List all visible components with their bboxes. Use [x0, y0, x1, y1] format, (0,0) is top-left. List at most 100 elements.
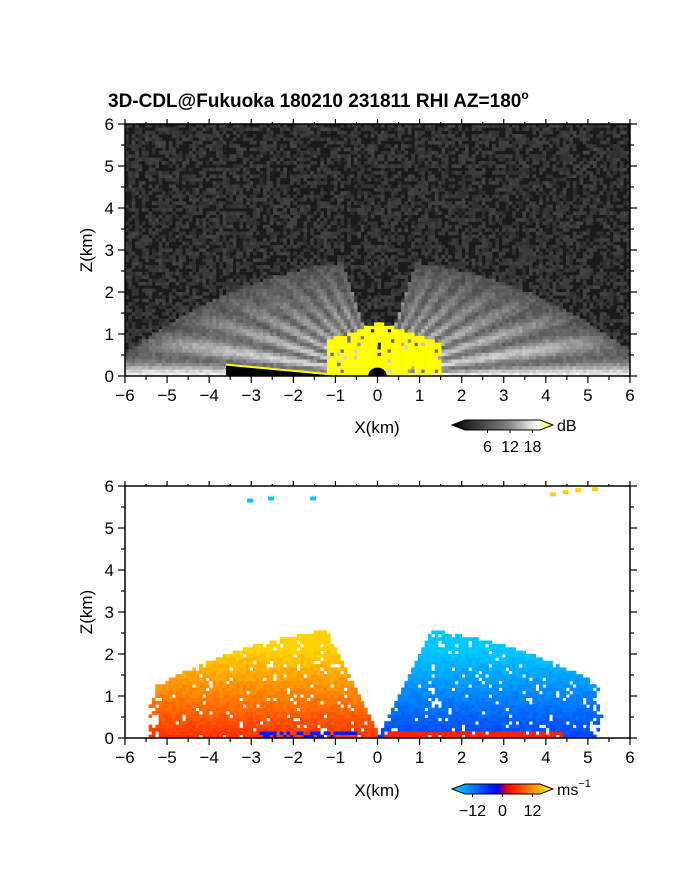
snr-cell: [239, 345, 244, 350]
snr-cell: [188, 197, 193, 202]
snr-cell: [209, 211, 213, 216]
snr-cell: [279, 355, 284, 360]
snr-cell: [185, 191, 190, 195]
snr-cell: [195, 369, 200, 373]
snr-cell: [168, 255, 173, 259]
snr-cell: [364, 255, 368, 259]
snr-cell: [151, 160, 156, 165]
snr-cell: [135, 362, 139, 367]
snr-cell: [289, 285, 294, 289]
snr-cell: [323, 278, 328, 283]
snr-cell: [222, 281, 227, 286]
snr-cell: [242, 355, 247, 360]
snr-cell: [360, 204, 365, 209]
snr-cell: [229, 140, 234, 145]
snr-cell: [266, 328, 271, 333]
snr-cell: [158, 197, 163, 202]
snr-cell: [239, 342, 244, 347]
snr-cell: [151, 208, 156, 212]
snr-cell: [357, 355, 361, 360]
snr-cell: [283, 187, 287, 192]
snr-cell: [125, 278, 129, 283]
snr-cell: [340, 271, 345, 276]
snr-cell: [407, 124, 412, 128]
snr-cell: [350, 137, 355, 142]
snr-cell: [340, 355, 345, 360]
snr-cell: [347, 298, 351, 303]
snr-cell: [323, 335, 328, 340]
snr-cell: [343, 298, 348, 303]
snr-cell: [367, 261, 372, 266]
snr-cell: [185, 137, 190, 142]
snr-cell: [172, 295, 176, 300]
snr-cell: [327, 312, 331, 316]
snr-cell: [242, 315, 247, 320]
snr-cell: [125, 160, 129, 165]
snr-cell: [390, 325, 395, 330]
snr-cell: [192, 365, 196, 370]
snr-cell: [135, 278, 139, 283]
snr-cell: [289, 339, 294, 343]
snr-cell: [367, 342, 372, 347]
snr-cell: [205, 322, 210, 326]
snr-cell: [431, 221, 436, 226]
snr-cell: [172, 228, 176, 232]
snr-cell: [306, 271, 311, 276]
snr-cell: [387, 134, 392, 138]
snr-cell: [421, 157, 425, 162]
snr-cell: [394, 221, 398, 226]
snr-cell: [232, 228, 237, 232]
snr-cell: [232, 241, 237, 246]
snr-cell: [367, 359, 372, 363]
snr-cell: [417, 308, 422, 313]
snr-cell: [424, 359, 429, 363]
snr-cell: [276, 261, 281, 266]
snr-cell: [323, 332, 328, 336]
snr-cell: [286, 312, 291, 316]
snr-cell: [222, 325, 227, 330]
snr-cell: [138, 231, 143, 236]
snr-cell: [215, 352, 220, 357]
snr-cell: [148, 231, 153, 236]
snr-cell: [145, 194, 149, 199]
snr-cell: [256, 127, 260, 132]
snr-cell: [411, 271, 415, 276]
snr-cell: [199, 335, 203, 340]
snr-cell: [205, 228, 210, 232]
snr-cell: [347, 325, 351, 330]
snr-cell: [313, 211, 318, 216]
snr-cell: [236, 352, 240, 357]
snr-cell: [188, 345, 193, 350]
snr-cell: [162, 362, 166, 367]
snr-cell: [199, 171, 203, 175]
snr-cell: [370, 164, 375, 168]
snr-cell: [202, 238, 207, 242]
snr-cell: [313, 255, 318, 259]
snr-cell: [158, 362, 163, 367]
snr-cell: [128, 318, 133, 323]
snr-cell: [185, 292, 190, 296]
snr-cell: [252, 224, 257, 229]
snr-cell: [350, 194, 355, 199]
snr-cell: [357, 201, 361, 205]
snr-cell: [421, 191, 425, 195]
snr-cell: [401, 308, 405, 313]
snr-cell: [384, 234, 388, 239]
snr-cell: [350, 318, 355, 323]
snr-cell: [337, 308, 341, 313]
snr-cell: [444, 292, 449, 296]
snr-cell: [293, 154, 297, 158]
snr-cell: [438, 275, 442, 279]
snr-cell: [377, 157, 382, 162]
snr-cell: [340, 221, 345, 226]
snr-cell: [434, 224, 439, 229]
snr-cell: [202, 248, 207, 252]
snr-cell: [252, 332, 257, 336]
snr-cell: [438, 134, 442, 138]
snr-cell: [229, 298, 234, 303]
snr-cell: [313, 342, 318, 347]
snr-cell: [428, 355, 432, 360]
snr-cell: [438, 352, 442, 357]
snr-cell: [327, 265, 331, 269]
snr-cell: [367, 352, 372, 357]
